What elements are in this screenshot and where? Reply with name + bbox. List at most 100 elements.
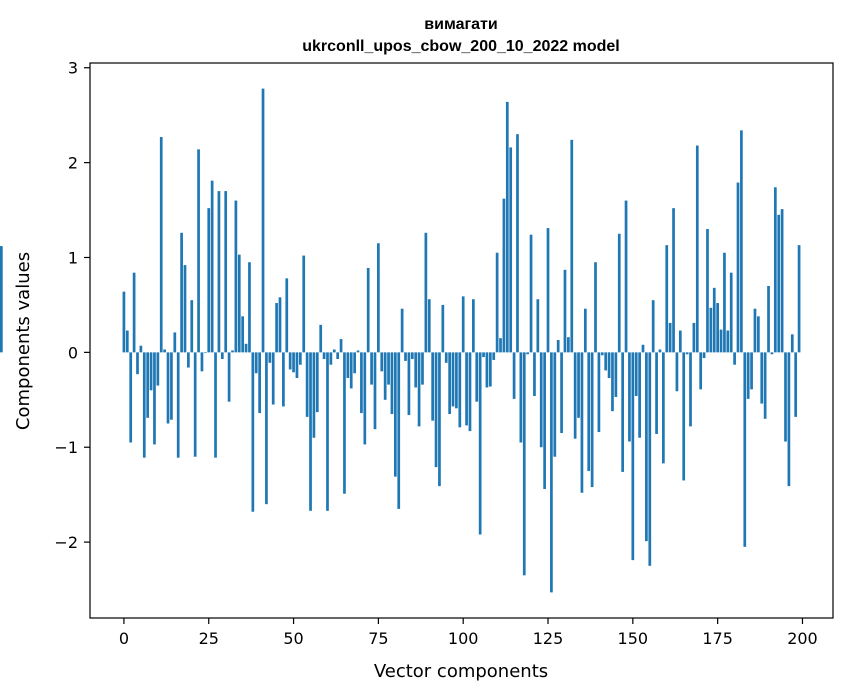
bar-29 xyxy=(220,352,224,359)
bar-177 xyxy=(723,252,726,353)
bar-85 xyxy=(410,352,414,359)
bar-115 xyxy=(512,352,516,399)
bar-103 xyxy=(472,299,475,353)
bar-108 xyxy=(488,352,492,387)
bar-55 xyxy=(309,352,312,511)
bar-69 xyxy=(356,350,360,353)
bar-35 xyxy=(241,316,245,353)
y-tick-label: 2 xyxy=(68,154,78,173)
bar-7 xyxy=(146,352,150,418)
bar-154 xyxy=(645,352,648,542)
bar-172 xyxy=(706,229,709,353)
bar-193 xyxy=(777,214,781,353)
bar-49 xyxy=(288,352,292,370)
bar-94 xyxy=(441,304,445,353)
bar-75 xyxy=(377,243,380,353)
bar-32 xyxy=(231,350,234,353)
bar-197 xyxy=(790,334,794,353)
bar-57 xyxy=(315,352,319,413)
bar-156 xyxy=(651,300,655,353)
bar-104 xyxy=(475,352,479,402)
bar-87 xyxy=(417,352,421,427)
bar-36 xyxy=(244,343,248,353)
bar-194 xyxy=(780,209,784,353)
bar-122 xyxy=(536,299,540,353)
y-tick-label: 0 xyxy=(68,343,78,362)
bar-174 xyxy=(712,287,716,353)
bar-74 xyxy=(373,352,377,430)
bar-116 xyxy=(516,134,519,353)
bar-97 xyxy=(451,352,455,407)
bar-102 xyxy=(468,352,472,432)
bar-61 xyxy=(329,352,333,365)
bar-167 xyxy=(689,352,692,427)
y-tick-label: 3 xyxy=(68,59,78,78)
bar-47 xyxy=(282,352,285,407)
chart-title: вимагати xyxy=(424,16,497,33)
bar-165 xyxy=(682,352,686,481)
bar-139 xyxy=(594,262,597,353)
bar-187 xyxy=(757,316,760,353)
bar-173 xyxy=(709,307,713,353)
bar-191 xyxy=(770,352,774,355)
bar-48 xyxy=(285,278,289,353)
bar-13 xyxy=(166,352,170,424)
bar-82 xyxy=(400,308,404,353)
x-axis: 0 25 50 75 100 125 150 175 200 xyxy=(119,618,818,648)
bar-161 xyxy=(668,322,672,353)
bar-124 xyxy=(543,352,546,489)
bar-123 xyxy=(539,352,543,448)
bar-121 xyxy=(533,352,536,396)
bar-16 xyxy=(176,352,180,458)
bar-52 xyxy=(298,352,302,365)
bar-68 xyxy=(353,352,356,374)
bar-8 xyxy=(149,352,153,391)
bar-60 xyxy=(326,352,329,511)
y-axis: −2 −1 0 1 2 3 xyxy=(54,59,90,552)
bar-53 xyxy=(302,255,306,353)
bar-39 xyxy=(254,352,258,374)
bar-40 xyxy=(258,352,261,414)
bar-113 xyxy=(505,101,509,353)
bar-67 xyxy=(349,352,353,389)
bar-127 xyxy=(553,352,557,457)
y-tick-label: −2 xyxy=(54,533,78,552)
bar-4 xyxy=(136,352,139,375)
bar-137 xyxy=(587,352,591,471)
bar-70 xyxy=(360,352,363,414)
bar-79 xyxy=(390,352,394,415)
y-tick-label: −1 xyxy=(54,438,78,457)
bar-155 xyxy=(648,352,652,566)
bar-98 xyxy=(455,352,458,409)
bar-112 xyxy=(502,198,506,353)
bar-64 xyxy=(339,339,343,353)
bar-28 xyxy=(217,191,221,353)
bar-41 xyxy=(261,88,265,353)
bar-101 xyxy=(465,352,468,426)
bar-15 xyxy=(173,332,177,353)
bar-14 xyxy=(170,352,173,420)
bar-128 xyxy=(556,340,560,353)
x-tick-label: 75 xyxy=(368,629,388,648)
bar-45 xyxy=(275,303,278,353)
bar-106 xyxy=(482,352,485,358)
bar-42 xyxy=(265,352,268,505)
bar-43 xyxy=(268,352,272,363)
bar-31 xyxy=(227,352,231,402)
bar-146 xyxy=(617,233,621,353)
bar-2 xyxy=(129,352,133,443)
bar-158 xyxy=(658,349,662,353)
bar-73 xyxy=(370,352,373,385)
bar-179 xyxy=(729,272,733,353)
bar-10 xyxy=(156,352,160,386)
x-tick-label: 50 xyxy=(283,629,303,648)
bar-192 xyxy=(773,187,777,353)
chart-subtitle: ukrconll_upos_cbow_200_10_2022 model xyxy=(302,38,619,55)
bar-80 xyxy=(393,352,397,477)
x-tick-label: 25 xyxy=(199,629,219,648)
bar-166 xyxy=(685,352,689,355)
bar-136 xyxy=(583,308,587,353)
x-tick-label: 100 xyxy=(448,629,479,648)
bar-9 xyxy=(153,352,156,445)
bar-114 xyxy=(509,147,513,353)
